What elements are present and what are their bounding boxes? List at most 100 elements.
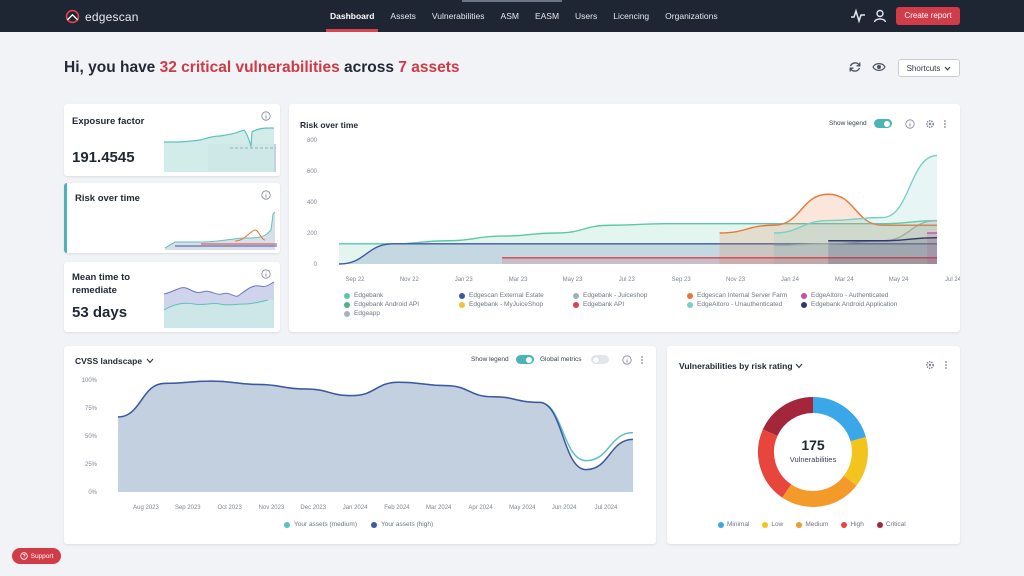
more-options-icon[interactable] <box>639 355 645 365</box>
risk-legend-item[interactable]: EdgeAltoro - Unauthenticated <box>687 301 782 308</box>
nav-easm[interactable]: EASM <box>534 11 560 21</box>
donut-title[interactable]: Vulnerabilities by risk rating <box>679 361 793 371</box>
brand-logo[interactable]: edgescan <box>64 8 139 25</box>
cvss-title[interactable]: CVSS landscape <box>75 356 143 366</box>
legend-low[interactable]: Low <box>771 521 784 528</box>
risk-legend-item[interactable]: Edgescan External Estate <box>459 292 544 299</box>
risk-sparkline <box>165 211 277 250</box>
risk-legend-item[interactable]: Edgeapp <box>344 310 380 317</box>
x-tick-label: Jan 24 <box>781 277 800 283</box>
mttr-title-line2: remediate <box>72 285 117 296</box>
vulnerabilities-by-risk-card: Vulnerabilities by risk rating 175 Vulne… <box>667 346 960 544</box>
risk-legend-item[interactable]: Edgebank - Juiceshop <box>573 292 647 299</box>
more-options-icon[interactable] <box>942 119 948 129</box>
donut-center-label: Vulnerabilities <box>790 455 837 464</box>
more-options-icon[interactable] <box>943 360 949 370</box>
info-icon[interactable] <box>261 269 271 279</box>
nav-users[interactable]: Users <box>575 11 598 21</box>
show-legend-label: Show legend <box>829 120 867 127</box>
legend-label: Edgebank Android API <box>354 301 420 308</box>
cvss-area <box>118 381 633 492</box>
series-area <box>927 233 937 264</box>
risk-rating-donut-chart: 175 Vulnerabilities <box>758 397 868 507</box>
shortcuts-dropdown[interactable]: Shortcuts <box>898 59 960 77</box>
risk-legend-item[interactable]: Edgebank API <box>573 301 624 308</box>
cvss-legend-medium[interactable]: Your assets (medium) <box>294 521 357 528</box>
help-circle-icon <box>19 552 28 560</box>
info-icon[interactable] <box>622 355 632 365</box>
legend-swatch <box>344 292 350 299</box>
support-button[interactable]: Support <box>12 548 61 564</box>
legend-high[interactable]: High <box>850 521 864 528</box>
legend-label: EdgeAltoro - Authenticated <box>811 292 889 299</box>
legend-swatch-high <box>841 521 848 528</box>
user-icon[interactable] <box>872 8 888 24</box>
risk-over-time-chart: 0 200 400 600 800 Sep 22 Nov 22 Jan 23 Mar 23 May… <box>307 138 960 283</box>
chevron-down-icon[interactable] <box>795 363 803 369</box>
info-icon[interactable] <box>905 119 915 129</box>
risk-legend-item[interactable]: Edgebank - MyJuiceShop <box>459 301 543 308</box>
mean-time-to-remediate-card[interactable]: Mean time to remediate 53 days <box>64 262 280 332</box>
nav-dashboard[interactable]: Dashboard <box>322 0 382 32</box>
series-area <box>828 237 937 264</box>
series-line <box>339 219 938 245</box>
main-nav: Dashboard Assets Vulnerabilities ASM EAS… <box>322 0 726 32</box>
info-icon[interactable] <box>261 190 271 200</box>
x-tick-label: Jan 23 <box>455 277 474 283</box>
headline-prefix: Hi, you have <box>64 59 160 76</box>
activity-icon[interactable] <box>850 8 866 24</box>
risk-legend-item[interactable]: Edgebank <box>344 292 383 299</box>
risk-over-time-chart-card: Risk over time Show legend 0 200 400 600 800… <box>289 104 960 332</box>
legend-swatch-low <box>762 521 769 528</box>
legend-swatch <box>370 521 377 528</box>
risk-legend-item[interactable]: EdgeAltoro - Authenticated <box>801 292 888 299</box>
x-tick-label: Mar 2024 <box>426 505 452 511</box>
global-metrics-toggle[interactable] <box>591 355 609 364</box>
eye-icon[interactable] <box>872 60 886 74</box>
risk-legend-item[interactable]: Edgebank Android API <box>344 301 419 308</box>
risk-legend-item[interactable]: Edgescan Internal Server Farm <box>687 292 787 299</box>
legend-minimal[interactable]: Minimal <box>727 521 750 528</box>
cvss-legend-high[interactable]: Your assets (high) <box>380 521 434 528</box>
gear-icon[interactable] <box>925 360 935 370</box>
nav-organizations[interactable]: Organizations <box>665 11 718 21</box>
risk-over-time-card[interactable]: Risk over time <box>64 183 280 253</box>
risk-legend-item[interactable]: Edgebank Android Application <box>801 301 897 308</box>
legend-critical[interactable]: Critical <box>885 521 906 528</box>
headline-asset-count[interactable]: 7 assets <box>398 59 460 76</box>
refresh-icon[interactable] <box>848 60 862 74</box>
series-area <box>719 194 937 264</box>
legend-medium[interactable]: Medium <box>805 521 829 528</box>
show-legend-toggle[interactable] <box>516 355 534 364</box>
risk-chart-title: Risk over time <box>300 120 359 130</box>
nav-asm[interactable]: ASM <box>500 11 519 21</box>
legend-swatch <box>344 310 350 317</box>
legend-label: EdgeAltoro - Unauthenticated <box>697 301 783 308</box>
risk-card-title: Risk over time <box>75 193 140 204</box>
edgescan-logo-icon <box>65 9 80 24</box>
legend-label: Edgebank - MyJuiceShop <box>469 301 544 308</box>
nav-assets[interactable]: Assets <box>390 11 416 21</box>
series-line <box>828 236 938 242</box>
gear-icon[interactable] <box>925 119 935 129</box>
x-tick-label: Mar 23 <box>509 277 528 283</box>
legend-label: Edgebank API <box>583 301 625 308</box>
mttr-sparkline <box>164 281 275 328</box>
show-legend-toggle[interactable] <box>874 119 892 128</box>
support-label: Support <box>30 552 54 560</box>
y-tick-label: 75% <box>85 406 98 412</box>
chevron-down-icon[interactable] <box>146 358 154 364</box>
x-tick-label: Mar 24 <box>835 277 854 283</box>
nav-vulnerabilities[interactable]: Vulnerabilities <box>431 11 485 21</box>
headline-middle: across <box>339 59 399 76</box>
legend-swatch <box>573 292 579 299</box>
create-report-button[interactable]: Create report <box>896 7 960 25</box>
headline-critical-count[interactable]: 32 critical vulnerabilities <box>159 59 340 76</box>
exposure-factor-card[interactable]: Exposure factor 191.4545 <box>64 104 280 176</box>
global-metrics-label: Global metrics <box>540 356 582 363</box>
exposure-sparkline <box>164 127 276 172</box>
brand-name: edgescan <box>85 9 139 24</box>
x-tick-label: May 24 <box>889 277 909 283</box>
nav-licencing[interactable]: Licencing <box>613 11 650 21</box>
info-icon[interactable] <box>261 111 271 121</box>
